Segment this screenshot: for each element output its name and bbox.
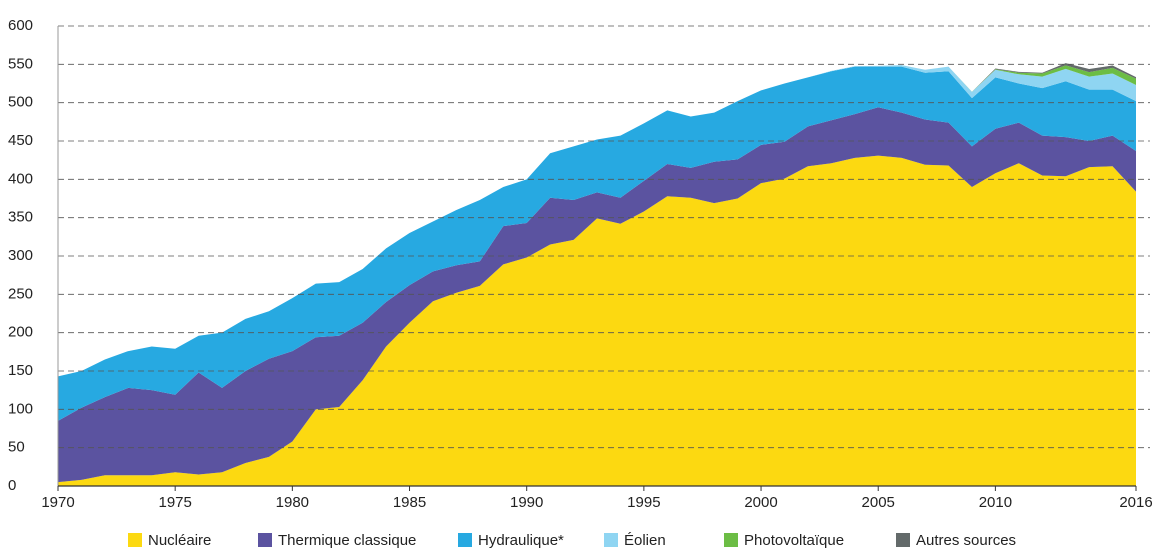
x-tick-label: 1980 <box>276 494 309 511</box>
x-tick-label: 2000 <box>744 494 777 511</box>
y-tick-label: 200 <box>8 324 33 341</box>
legend-swatch <box>724 533 738 547</box>
legend-swatch <box>896 533 910 547</box>
legend-swatch <box>258 533 272 547</box>
y-tick-label: 100 <box>8 400 33 417</box>
area <box>58 155 1136 487</box>
y-tick-label: 400 <box>8 170 33 187</box>
y-tick-label: 600 <box>8 17 33 34</box>
y-tick-label: 250 <box>8 285 33 302</box>
legend-label: Nucléaire <box>148 532 211 549</box>
y-tick-label: 450 <box>8 132 33 149</box>
x-tick-label: 2005 <box>862 494 895 511</box>
y-tick-label: 150 <box>8 362 33 379</box>
legend-swatch <box>128 533 142 547</box>
y-tick-label: 550 <box>8 55 33 72</box>
y-tick-label: 500 <box>8 94 33 111</box>
legend-label: Thermique classique <box>278 532 416 549</box>
area <box>58 107 1136 483</box>
x-tick-label: 1990 <box>510 494 543 511</box>
y-tick-label: 350 <box>8 209 33 226</box>
x-tick-label: 1975 <box>158 494 191 511</box>
legend-label: Photovoltaïque <box>744 532 844 549</box>
x-tick-label: 2010 <box>979 494 1012 511</box>
y-tick-label: 0 <box>8 477 16 494</box>
legend-label: Autres sources <box>916 532 1016 549</box>
legend-swatch <box>458 533 472 547</box>
x-tick-label: 2016 <box>1119 494 1152 511</box>
x-tick-label: 1985 <box>393 494 426 511</box>
legend-label: Éolien <box>624 532 666 549</box>
x-tick-label: 1995 <box>627 494 660 511</box>
x-tick-label: 1970 <box>41 494 74 511</box>
y-tick-label: 50 <box>8 439 25 456</box>
legend-label: Hydraulique* <box>478 532 564 549</box>
area <box>58 66 1136 421</box>
legend-swatch <box>604 533 618 547</box>
y-tick-label: 300 <box>8 247 33 264</box>
